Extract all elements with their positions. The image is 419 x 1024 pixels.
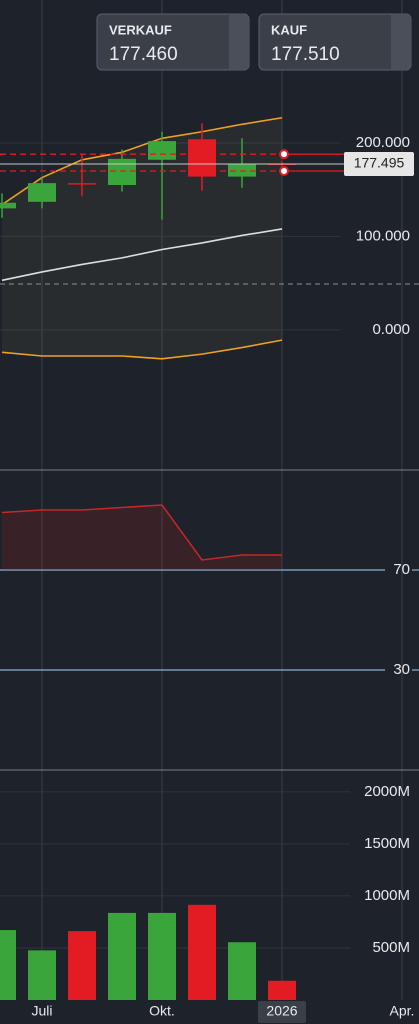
buy-price: 177.510 bbox=[271, 44, 340, 65]
y-tick-label: 1500M bbox=[364, 835, 410, 852]
y-tick-label: 70 bbox=[393, 561, 410, 578]
sell-button-bg[interactable] bbox=[96, 13, 250, 71]
sell-button-edge bbox=[229, 15, 248, 69]
candle-body bbox=[0, 202, 16, 209]
volume-bar bbox=[108, 912, 136, 1000]
rsi-line bbox=[1, 504, 282, 561]
y-tick-label: 100.000 bbox=[356, 227, 410, 244]
candle-body bbox=[228, 163, 256, 177]
x-tick-label: Juli bbox=[31, 1003, 52, 1019]
volume-bar bbox=[28, 950, 56, 1000]
alert-handle bbox=[279, 149, 289, 160]
y-tick-label: 30 bbox=[393, 661, 410, 678]
x-tick-label: Apr. bbox=[390, 1003, 415, 1019]
candle-body bbox=[28, 183, 56, 202]
sell-button[interactable]: VERKAUF 177.460 bbox=[96, 13, 250, 71]
volume-bar bbox=[148, 912, 176, 1000]
candle-body bbox=[108, 158, 136, 186]
buy-button-bg[interactable] bbox=[258, 13, 412, 71]
y-tick-label: 200.000 bbox=[356, 134, 410, 151]
volume-bar bbox=[228, 942, 256, 1000]
x-tick-label: Okt. bbox=[149, 1003, 175, 1019]
band-fill bbox=[2, 117, 282, 359]
overlay-line bbox=[1, 116, 283, 206]
volume-bar bbox=[68, 931, 96, 1000]
x-tick-label: 2026 bbox=[266, 1003, 297, 1019]
area-fill bbox=[2, 505, 282, 570]
volume-bar bbox=[0, 930, 16, 1000]
last-price-box bbox=[344, 151, 414, 176]
current-label-bg bbox=[258, 1001, 306, 1023]
buy-button[interactable]: KAUF 177.510 bbox=[258, 13, 412, 71]
volume-bar bbox=[188, 904, 216, 1000]
buy-label: KAUF bbox=[271, 22, 307, 37]
buy-button-edge bbox=[391, 15, 410, 69]
alert-handle bbox=[279, 165, 289, 176]
overlay-line bbox=[1, 228, 283, 282]
overlay-line bbox=[1, 339, 283, 360]
sell-label: VERKAUF bbox=[109, 22, 172, 37]
y-tick-label: 500M bbox=[372, 939, 410, 956]
candle-body bbox=[68, 183, 96, 185]
y-tick-label: 1000M bbox=[364, 887, 410, 904]
y-tick-label: 0.000 bbox=[372, 321, 410, 338]
volume-bar bbox=[268, 980, 296, 1000]
sell-price: 177.460 bbox=[109, 44, 178, 65]
last-price-label: 177.495 bbox=[354, 155, 405, 171]
y-tick-label: 2000M bbox=[364, 783, 410, 800]
candle-body bbox=[148, 141, 176, 160]
